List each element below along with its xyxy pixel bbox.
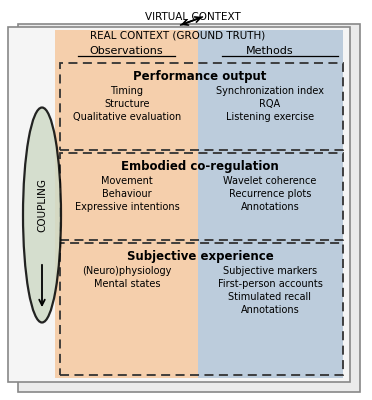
Text: Expressive intentions: Expressive intentions [75,202,179,212]
Text: VIRTUAL CONTEXT: VIRTUAL CONTEXT [145,12,241,22]
Text: Recurrence plots: Recurrence plots [229,189,311,199]
Text: Annotations: Annotations [241,202,299,212]
Text: Methods: Methods [246,46,294,56]
Text: Subjective experience: Subjective experience [126,250,273,263]
Text: Qualitative evaluation: Qualitative evaluation [73,112,181,122]
Text: Mental states: Mental states [94,279,160,289]
Text: Observations: Observations [89,46,163,56]
Text: Behaviour: Behaviour [102,189,152,199]
Text: Movement: Movement [101,176,153,186]
Text: RQA: RQA [259,99,280,109]
Text: Structure: Structure [104,99,150,109]
FancyBboxPatch shape [8,27,350,382]
FancyBboxPatch shape [198,30,343,378]
Text: Embodied co-regulation: Embodied co-regulation [121,160,279,173]
Text: Subjective markers: Subjective markers [223,266,317,276]
Text: Wavelet coherence: Wavelet coherence [223,176,317,186]
Text: Listening exercise: Listening exercise [226,112,314,122]
Text: REAL CONTEXT (GROUND TRUTH): REAL CONTEXT (GROUND TRUTH) [90,31,266,41]
Ellipse shape [23,108,61,322]
Text: First-person accounts: First-person accounts [218,279,323,289]
Text: COUPLING: COUPLING [37,178,47,232]
Text: Timing: Timing [110,86,144,96]
Text: Stimulated recall: Stimulated recall [228,292,311,302]
FancyBboxPatch shape [18,24,360,392]
Text: Performance output: Performance output [133,70,267,83]
Text: Annotations: Annotations [241,305,299,315]
FancyBboxPatch shape [55,30,198,378]
Text: Synchronization index: Synchronization index [216,86,324,96]
Text: (Neuro)physiology: (Neuro)physiology [82,266,172,276]
